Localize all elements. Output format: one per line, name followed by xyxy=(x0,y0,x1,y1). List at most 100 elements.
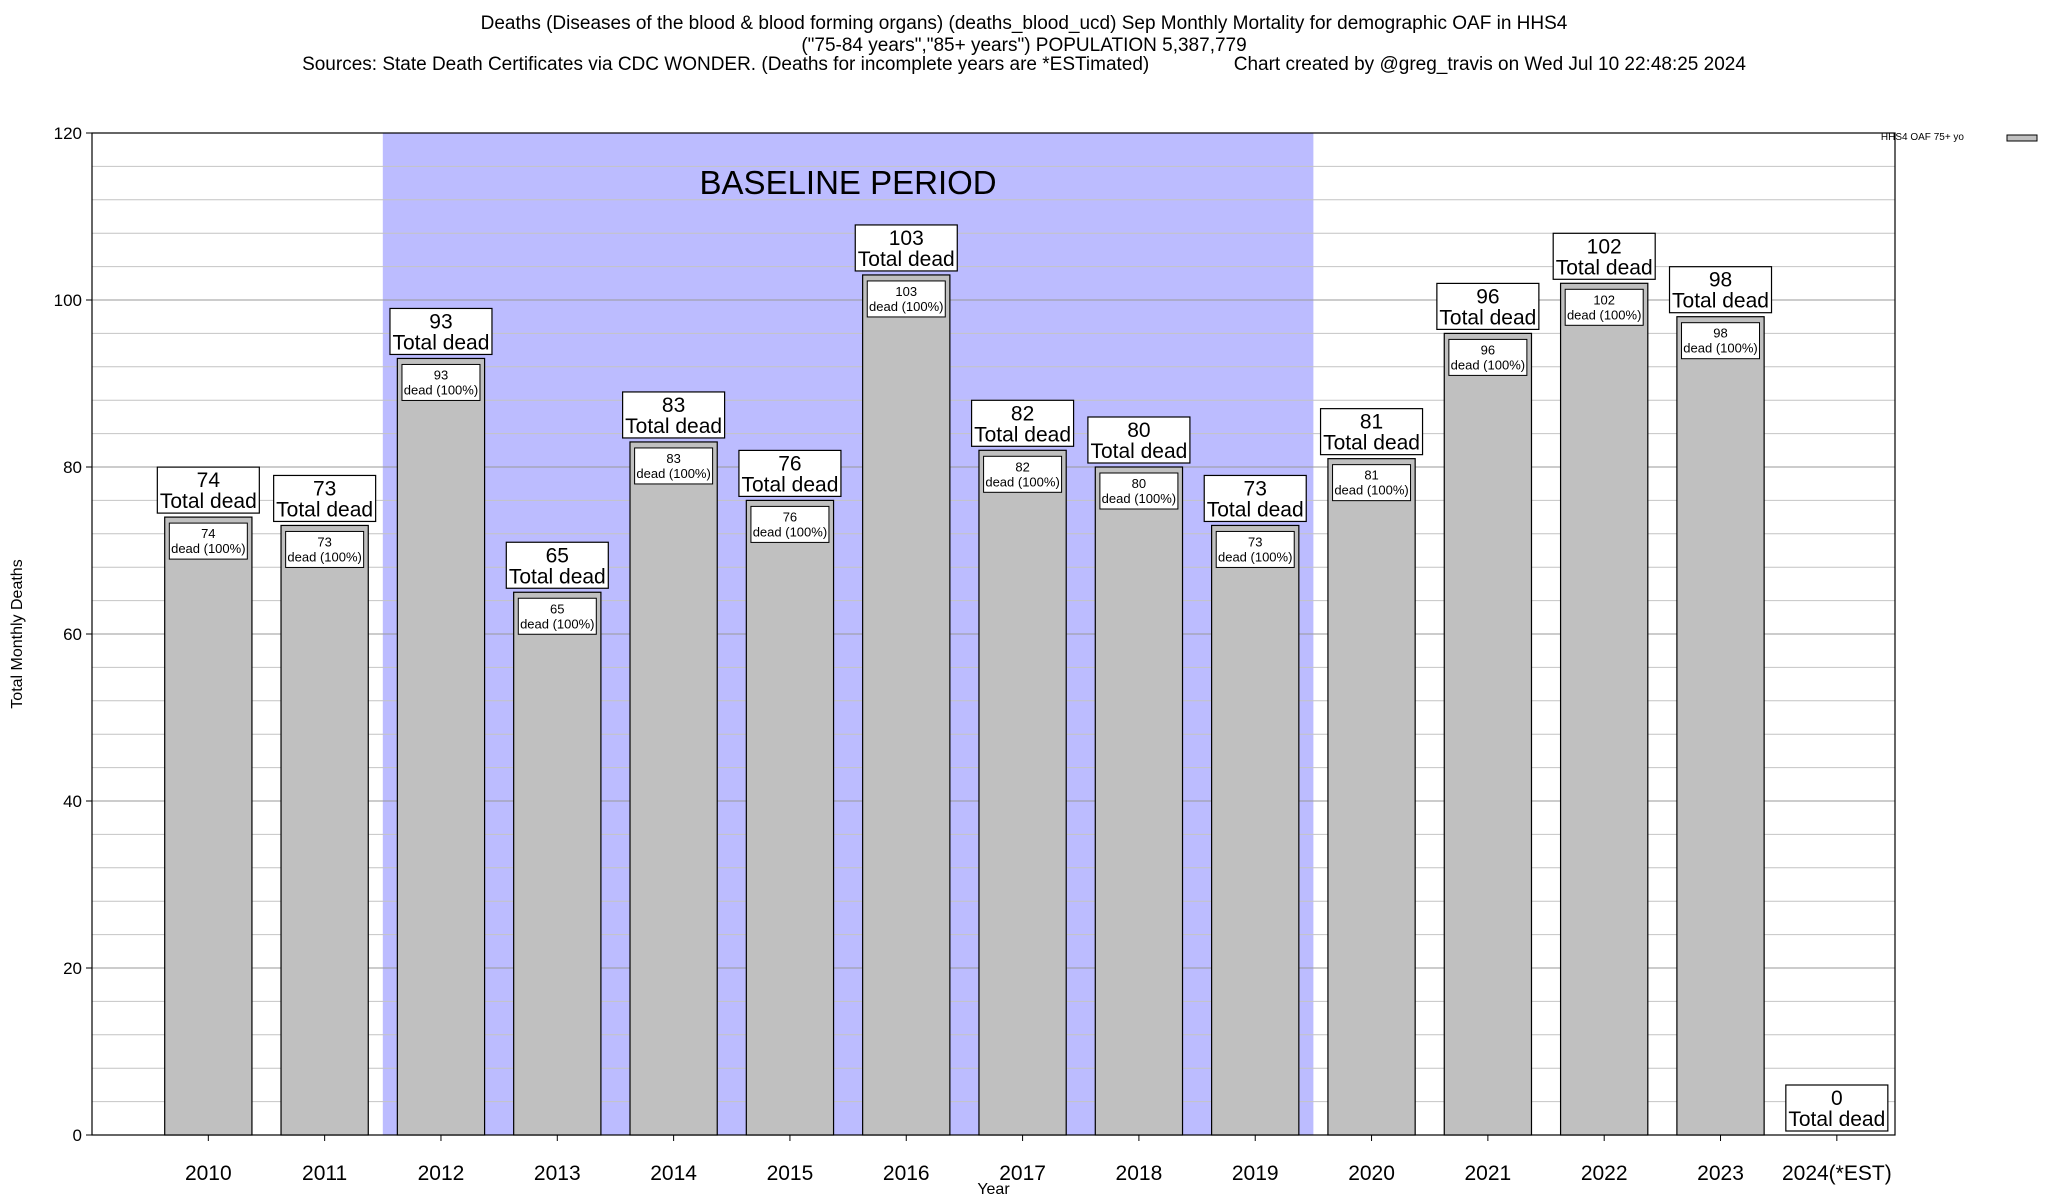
x-tick-label: 2019 xyxy=(1232,1162,1279,1185)
inner-data-label-value: 102 xyxy=(1593,292,1615,307)
y-tick-label: 120 xyxy=(54,124,82,143)
inner-data-label-value: 81 xyxy=(1364,468,1378,483)
outer-data-label-box xyxy=(1087,416,1191,464)
inner-data-label-value: 65 xyxy=(550,601,564,616)
outer-data-label-text: Total dead xyxy=(974,423,1071,446)
bar xyxy=(978,449,1067,1136)
outer-data-label-value: 76 xyxy=(778,452,801,475)
x-tick-label: 2011 xyxy=(302,1162,347,1185)
inner-data-label-box xyxy=(168,522,248,560)
x-tick-label: 2017 xyxy=(999,1162,1046,1185)
outer-data-label-value: 0 xyxy=(1831,1087,1843,1110)
outer-data-label-value: 73 xyxy=(1244,477,1267,500)
chart-title-line-1: Deaths (Diseases of the blood & blood fo… xyxy=(480,13,1568,34)
inner-data-label-text: dead (100%) xyxy=(636,466,710,481)
y-axis-title: Total Monthly Deaths xyxy=(9,559,26,708)
bar xyxy=(862,274,951,1136)
outer-data-label-box xyxy=(273,474,377,523)
x-tick-label: 2023 xyxy=(1697,1162,1744,1185)
x-tick-label: 2015 xyxy=(767,1162,814,1185)
inner-data-label-text: dead (100%) xyxy=(1683,341,1757,356)
inner-data-label-value: 98 xyxy=(1713,326,1727,341)
x-tick-label: 2022 xyxy=(1581,1162,1628,1185)
bar xyxy=(164,516,253,1136)
x-tick-label: 2016 xyxy=(883,1162,930,1185)
outer-data-label-text: Total dead xyxy=(741,473,838,496)
inner-data-label-text: dead (100%) xyxy=(1334,483,1408,498)
outer-data-label-box xyxy=(156,466,260,514)
chart-title-line-3: Sources: State Death Certificates via CD… xyxy=(302,54,1746,75)
inner-data-label-box xyxy=(750,505,830,543)
outer-data-label-value: 74 xyxy=(197,469,221,492)
inner-data-label-text: dead (100%) xyxy=(520,616,594,631)
y-tick-label: 0 xyxy=(73,1126,82,1145)
outer-data-label-value: 96 xyxy=(1476,285,1499,308)
bar xyxy=(280,524,369,1136)
bar xyxy=(1211,524,1300,1136)
bar xyxy=(629,441,718,1136)
outer-data-label-value: 103 xyxy=(889,227,924,250)
inner-data-label-value: 93 xyxy=(434,367,448,382)
bar xyxy=(396,357,486,1136)
outer-data-label-text: Total dead xyxy=(1672,290,1769,313)
inner-data-label-box xyxy=(1681,322,1761,360)
x-tick-label: 2020 xyxy=(1348,1162,1395,1185)
outer-data-label-value: 73 xyxy=(313,477,336,500)
inner-data-label-text: dead (100%) xyxy=(1567,307,1641,322)
outer-data-label-text: Total dead xyxy=(1207,498,1304,521)
inner-data-label-box xyxy=(1099,472,1179,510)
baseline-period-label: BASELINE PERIOD xyxy=(700,164,997,201)
inner-data-label-text: dead (100%) xyxy=(1451,357,1525,372)
x-tick-label: 2024(*EST) xyxy=(1782,1162,1892,1185)
outer-data-label-value: 81 xyxy=(1360,411,1383,434)
outer-data-label-box xyxy=(1436,282,1540,330)
legend-swatch xyxy=(2006,134,2038,142)
outer-data-label-box xyxy=(738,449,842,497)
inner-data-label-value: 73 xyxy=(317,534,331,549)
outer-data-label-value: 98 xyxy=(1709,269,1732,292)
inner-data-label-value: 76 xyxy=(783,509,797,524)
inner-data-label-text: dead (100%) xyxy=(1102,491,1176,506)
inner-data-label-text: dead (100%) xyxy=(869,299,943,314)
inner-data-label-box xyxy=(866,280,946,318)
inner-data-label-text: dead (100%) xyxy=(404,382,478,397)
outer-data-label-box xyxy=(389,307,493,356)
outer-data-label-value: 80 xyxy=(1127,419,1150,442)
bar xyxy=(1559,282,1649,1136)
outer-data-label-box xyxy=(505,541,609,589)
outer-data-label-box xyxy=(622,391,726,439)
inner-data-label-value: 74 xyxy=(201,526,215,541)
bar xyxy=(513,591,602,1136)
x-tick-label: 2018 xyxy=(1116,1162,1163,1185)
outer-data-label-value: 102 xyxy=(1587,235,1622,258)
outer-data-label-text: Total dead xyxy=(509,565,606,588)
inner-data-label-box xyxy=(1215,530,1295,568)
y-tick-label: 60 xyxy=(63,625,82,644)
outer-data-label-box xyxy=(1552,232,1656,280)
outer-data-label-value: 83 xyxy=(662,394,685,417)
inner-data-label-text: dead (100%) xyxy=(287,549,361,564)
x-tick-label: 2013 xyxy=(534,1162,581,1185)
inner-data-label-value: 103 xyxy=(895,284,917,299)
y-tick-label: 20 xyxy=(63,959,82,978)
outer-data-label-box xyxy=(854,224,958,272)
inner-data-label-text: dead (100%) xyxy=(985,474,1059,489)
inner-data-label-value: 96 xyxy=(1481,342,1495,357)
outer-data-label-text: Total dead xyxy=(858,248,955,271)
inner-data-label-box xyxy=(1448,338,1528,376)
bar xyxy=(1676,316,1765,1136)
outer-data-label-value: 82 xyxy=(1011,402,1034,425)
inner-data-label-value: 83 xyxy=(666,451,680,466)
outer-data-label-text: Total dead xyxy=(276,498,373,521)
bar xyxy=(1094,466,1184,1136)
inner-data-label-text: dead (100%) xyxy=(1218,549,1292,564)
inner-data-label-box xyxy=(1564,288,1644,326)
bar xyxy=(1327,458,1416,1136)
legend-label: HHS4 OAF 75+ yo xyxy=(1881,132,1965,143)
outer-data-label-box xyxy=(1785,1084,1889,1132)
outer-data-label-value: 93 xyxy=(429,310,452,333)
inner-data-label-box xyxy=(401,363,481,401)
outer-data-label-text: Total dead xyxy=(1556,256,1653,279)
outer-data-label-text: Total dead xyxy=(160,490,257,513)
